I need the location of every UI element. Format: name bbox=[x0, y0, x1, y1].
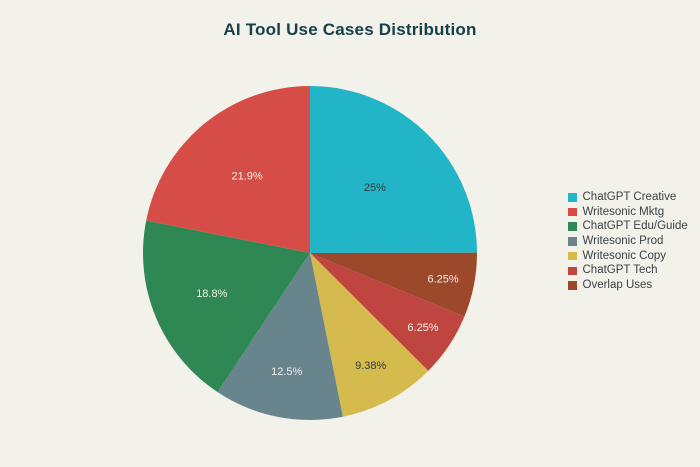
pie-slice-writesonic-prod[interactable] bbox=[217, 253, 343, 420]
chart-title: AI Tool Use Cases Distribution bbox=[223, 20, 477, 39]
pie-slice-chatgpt-tech[interactable] bbox=[310, 253, 465, 371]
pie-slice-writesonic-mktg[interactable] bbox=[146, 85, 310, 253]
legend-item-chatgpt-tech[interactable]: ChatGPT Tech bbox=[568, 263, 688, 278]
legend-item-chatgpt-creative[interactable]: ChatGPT Creative bbox=[568, 190, 688, 205]
legend-swatch-icon bbox=[568, 266, 577, 276]
legend-label: Writesonic Prod bbox=[582, 235, 664, 248]
legend-swatch-icon bbox=[568, 193, 577, 202]
legend-label: Writesonic Copy bbox=[582, 249, 667, 262]
legend-item-writesonic-prod[interactable]: Writesonic Prod bbox=[568, 234, 688, 249]
legend-item-writesonic-copy[interactable]: Writesonic Copy bbox=[568, 249, 688, 264]
legend-item-chatgpt-edu-guide[interactable]: ChatGPT Edu/Guide bbox=[568, 219, 688, 234]
pie-slice-chatgpt-edu-guide[interactable] bbox=[142, 220, 310, 393]
legend-label: Writesonic Mktg bbox=[582, 205, 665, 218]
legend-label: Overlap Uses bbox=[582, 279, 653, 292]
legend-swatch-icon bbox=[568, 251, 577, 261]
legend-label: ChatGPT Creative bbox=[582, 191, 677, 203]
legend-item-overlap-uses[interactable]: Overlap Uses bbox=[568, 278, 688, 293]
legend-swatch-icon bbox=[568, 222, 577, 231]
legend-swatch-icon bbox=[568, 281, 577, 290]
legend-swatch-icon bbox=[568, 207, 577, 217]
legend-label: ChatGPT Edu/Guide bbox=[582, 220, 688, 233]
legend-label: ChatGPT Tech bbox=[582, 264, 658, 277]
legend: ChatGPT Creative Writesonic Mktg ChatGPT E… bbox=[568, 190, 688, 293]
legend-item-writesonic-mktg[interactable]: Writesonic Mktg bbox=[568, 205, 688, 220]
pie-slice-overlap-uses[interactable] bbox=[310, 252, 478, 317]
legend-swatch-icon bbox=[568, 237, 577, 246]
pie-slice-chatgpt-creative[interactable] bbox=[310, 85, 477, 253]
pie-slice-writesonic-copy[interactable] bbox=[310, 253, 429, 417]
